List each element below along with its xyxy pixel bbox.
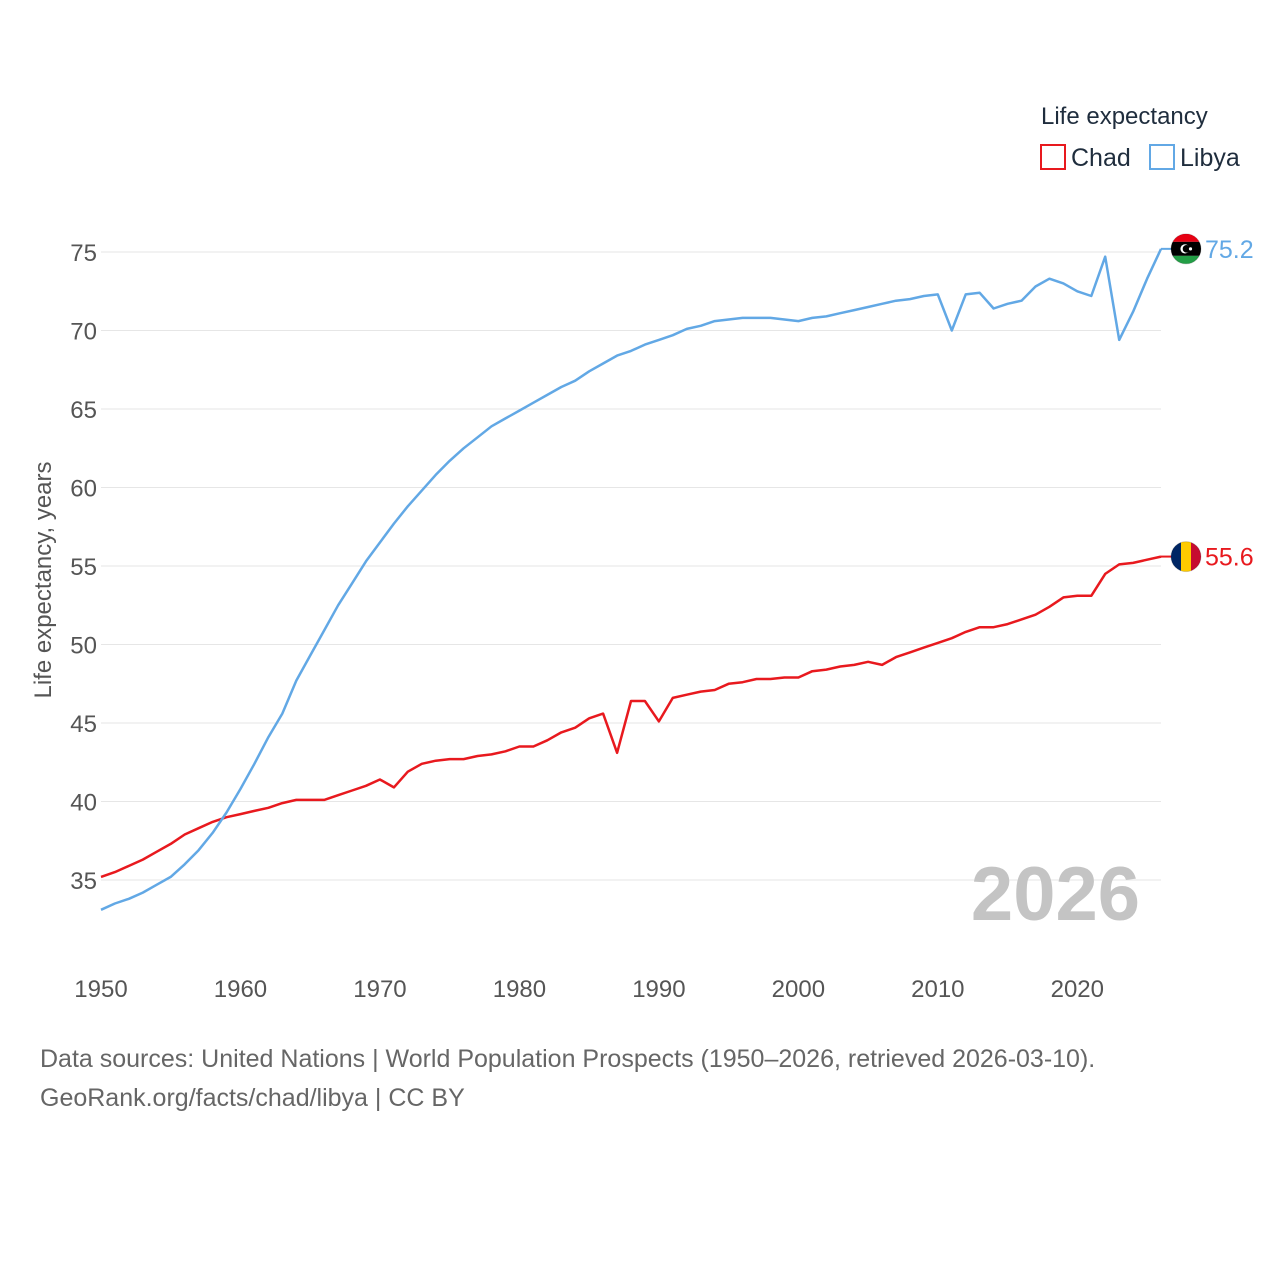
x-tick-label: 1980	[493, 976, 546, 1003]
x-tick-label: 1960	[214, 976, 267, 1003]
y-tick-label: 60	[70, 476, 97, 503]
y-tick-label: 50	[70, 633, 97, 660]
y-tick-label: 35	[70, 868, 97, 895]
y-tick-label: 45	[70, 711, 97, 738]
y-tick-label: 70	[70, 319, 97, 346]
x-tick-label: 1950	[74, 976, 127, 1003]
x-tick-label: 1970	[353, 976, 406, 1003]
y-tick-label: 75	[70, 240, 97, 267]
end-markers: 55.6 75.2	[1161, 233, 1254, 573]
data-source-note: Data sources: United Nations | World Pop…	[40, 1040, 1260, 1118]
x-tick-label: 2000	[772, 976, 825, 1003]
y-axis-label: Life expectancy, years	[30, 461, 57, 698]
series-line-chad[interactable]	[100, 555, 1162, 879]
x-axis-ticks: 1950 1960 1970 1980 1990 2000 2010 2020	[74, 976, 1104, 1003]
chad-flag-icon	[1170, 541, 1202, 573]
legend: Life expectancy Chad Libya	[1040, 103, 1240, 172]
year-watermark: 2026	[971, 852, 1140, 937]
legend-label-chad[interactable]: Chad	[1071, 144, 1131, 172]
legend-title: Life expectancy	[1041, 103, 1208, 130]
legend-label-libya[interactable]: Libya	[1180, 144, 1240, 172]
source-line-1: Data sources: United Nations | World Pop…	[40, 1045, 1096, 1073]
end-value-label-libya: 75.2	[1205, 236, 1254, 264]
libya-flag-icon	[1170, 233, 1202, 265]
gridlines	[101, 251, 1161, 881]
legend-swatch-chad[interactable]	[1040, 144, 1066, 170]
legend-swatch-libya[interactable]	[1149, 144, 1175, 170]
end-value-label-chad: 55.6	[1205, 544, 1254, 572]
x-tick-label: 2010	[911, 976, 964, 1003]
series-lines	[100, 248, 1163, 911]
y-axis-ticks: 35 40 45 50 55 60 65 70 75	[70, 240, 97, 895]
x-tick-label: 2020	[1051, 976, 1104, 1003]
y-tick-label: 40	[70, 790, 97, 817]
series-line-libya[interactable]	[100, 248, 1163, 911]
x-tick-label: 1990	[632, 976, 685, 1003]
y-tick-label: 65	[70, 397, 97, 424]
y-tick-label: 55	[70, 554, 97, 581]
source-line-2: GeoRank.org/facts/chad/libya | CC BY	[40, 1084, 465, 1112]
